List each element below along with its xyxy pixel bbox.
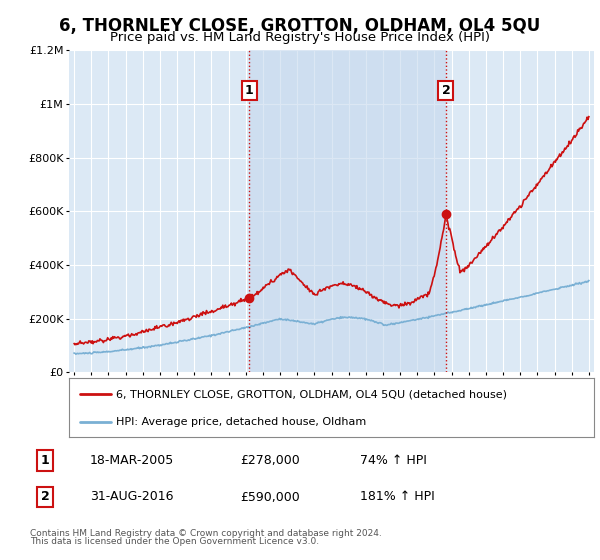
Text: HPI: Average price, detached house, Oldham: HPI: Average price, detached house, Oldh… — [116, 417, 367, 427]
Text: This data is licensed under the Open Government Licence v3.0.: This data is licensed under the Open Gov… — [30, 537, 319, 546]
Text: £590,000: £590,000 — [240, 491, 300, 503]
Text: 31-AUG-2016: 31-AUG-2016 — [90, 491, 173, 503]
Text: 1: 1 — [245, 84, 254, 97]
Text: Price paid vs. HM Land Registry's House Price Index (HPI): Price paid vs. HM Land Registry's House … — [110, 31, 490, 44]
Text: 6, THORNLEY CLOSE, GROTTON, OLDHAM, OL4 5QU: 6, THORNLEY CLOSE, GROTTON, OLDHAM, OL4 … — [59, 17, 541, 35]
Bar — [250, 50, 446, 372]
Text: 18-MAR-2005: 18-MAR-2005 — [90, 454, 174, 467]
Text: Contains HM Land Registry data © Crown copyright and database right 2024.: Contains HM Land Registry data © Crown c… — [30, 529, 382, 538]
Text: 74% ↑ HPI: 74% ↑ HPI — [360, 454, 427, 467]
Text: 181% ↑ HPI: 181% ↑ HPI — [360, 491, 435, 503]
Text: 1: 1 — [41, 454, 49, 467]
Text: 6, THORNLEY CLOSE, GROTTON, OLDHAM, OL4 5QU (detached house): 6, THORNLEY CLOSE, GROTTON, OLDHAM, OL4 … — [116, 389, 507, 399]
Text: 2: 2 — [442, 84, 451, 97]
Text: 2: 2 — [41, 491, 49, 503]
Text: £278,000: £278,000 — [240, 454, 300, 467]
